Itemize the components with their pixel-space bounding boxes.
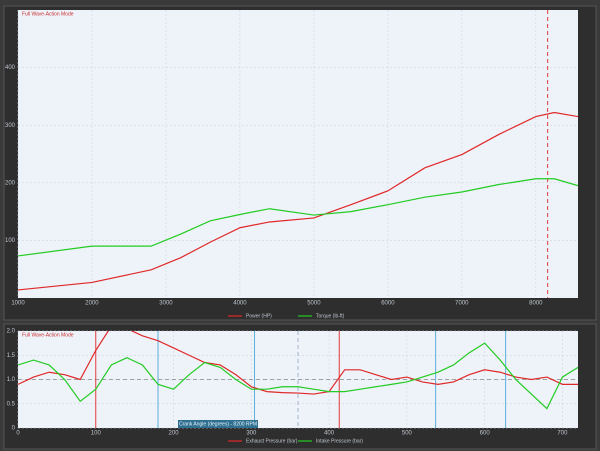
x-axis-label: Crank Angle (degrees) - 8200 RPM: [179, 421, 257, 427]
x-tick-label: 6000: [381, 301, 395, 307]
plot-content: [18, 331, 578, 428]
x-tick-label: 300: [246, 431, 257, 437]
y-tick-label: 100: [5, 238, 16, 244]
x-tick-label: 500: [402, 431, 413, 437]
plot-content: [18, 10, 578, 298]
x-tick-label: 5000: [307, 301, 321, 307]
y-tick-label: 2.0: [7, 329, 16, 335]
x-tick-label: 2000: [85, 301, 99, 307]
series-line: [18, 331, 578, 395]
x-tick-label: 3000: [159, 301, 173, 307]
legend-label: Exhaust Pressure (bar): [246, 438, 298, 444]
series-line: [18, 342, 578, 410]
chart-title: Full Wave-Action Mode: [22, 11, 74, 17]
y-tick-label: 1.5: [7, 353, 16, 359]
x-label-box: [178, 420, 258, 428]
x-tick-label: 7000: [455, 301, 469, 307]
y-tick-label: 0: [12, 426, 16, 432]
x-tick-label: 200: [169, 431, 180, 437]
chart-title: Full Wave-Action Mode: [22, 332, 74, 338]
x-tick-label: 8000: [529, 301, 543, 307]
series-line: [18, 178, 578, 257]
y-tick-label: 200: [5, 180, 16, 186]
y-tick-label: 400: [5, 65, 16, 71]
y-tick-label: 0.5: [7, 401, 16, 407]
y-tick-label: 1.0: [7, 377, 16, 383]
plot-area: [18, 10, 578, 298]
legend-label: Intake Pressure (bar): [316, 438, 363, 444]
x-tick-label: 1000: [11, 301, 25, 307]
y-tick-label: 300: [5, 123, 16, 129]
x-tick-label: 400: [324, 431, 335, 437]
x-tick-label: 0: [16, 431, 20, 437]
x-tick-label: 4000: [233, 301, 247, 307]
series-line: [18, 111, 578, 291]
legend-label: Torque (lb-ft): [316, 313, 345, 319]
x-tick-label: 700: [557, 431, 568, 437]
legend-label: Power (HP): [246, 313, 272, 319]
x-tick-label: 600: [480, 431, 491, 437]
x-tick-label: 100: [91, 431, 102, 437]
